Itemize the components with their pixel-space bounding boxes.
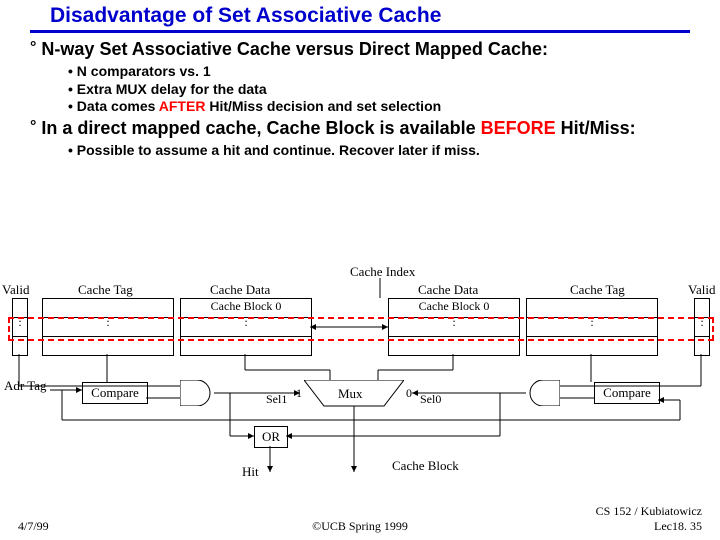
sub-bullets-1: • N comparators vs. 1 • Extra MUX delay …: [68, 63, 720, 116]
selected-row-highlight: [8, 317, 714, 341]
title-underline: [30, 30, 690, 33]
sub1a: N comparators vs. 1: [77, 63, 211, 79]
and-gate-r: [526, 380, 560, 406]
label-cachedata-l: Cache Data: [210, 282, 270, 298]
bullet-2-post: Hit/Miss:: [556, 118, 636, 138]
bullet-1-text: N-way Set Associative Cache versus Direc…: [41, 39, 548, 59]
sub1c-red: AFTER: [159, 98, 206, 114]
label-mux: Mux: [338, 386, 363, 402]
compare-box-l: Compare: [82, 382, 148, 404]
label-valid-r: Valid: [688, 282, 715, 298]
bullet-2-red: BEFORE: [481, 118, 556, 138]
label-hit: Hit: [242, 464, 259, 480]
label-cachetag-r: Cache Tag: [570, 282, 625, 298]
label-adr-tag: Adr Tag: [4, 378, 47, 394]
bullet-1: ° N-way Set Associative Cache versus Dir…: [30, 39, 720, 60]
compare-box-r: Compare: [594, 382, 660, 404]
label-cache-index: Cache Index: [350, 264, 415, 280]
cache-diagram: Cache Index Valid Cache Tag Cache Data C…: [0, 270, 720, 540]
label-valid-l: Valid: [2, 282, 29, 298]
sub1b: Extra MUX delay for the data: [77, 81, 267, 97]
label-sel0: Sel0: [420, 392, 441, 407]
and-gate-l: [180, 380, 214, 406]
label-zero: 0: [406, 386, 412, 401]
sub-bullets-2: • Possible to assume a hit and continue.…: [68, 142, 720, 160]
label-sel1: Sel1: [266, 392, 287, 407]
or-box: OR: [254, 426, 288, 448]
sub2a: Possible to assume a hit and continue. R…: [77, 142, 480, 158]
sub1c-pre: Data comes: [77, 98, 159, 114]
bullet-2-pre: In a direct mapped cache, Cache Block is…: [41, 118, 480, 138]
footer-course: CS 152 / KubiatowiczLec18. 35: [596, 504, 702, 534]
page-title: Disadvantage of Set Associative Cache: [50, 4, 441, 27]
label-cachedata-r: Cache Data: [418, 282, 478, 298]
label-one: 1: [296, 386, 302, 401]
sub1c-post: Hit/Miss decision and set selection: [205, 98, 441, 114]
label-cache-block: Cache Block: [392, 458, 459, 474]
bullet-2: ° In a direct mapped cache, Cache Block …: [30, 118, 720, 139]
label-cachetag-l: Cache Tag: [78, 282, 133, 298]
